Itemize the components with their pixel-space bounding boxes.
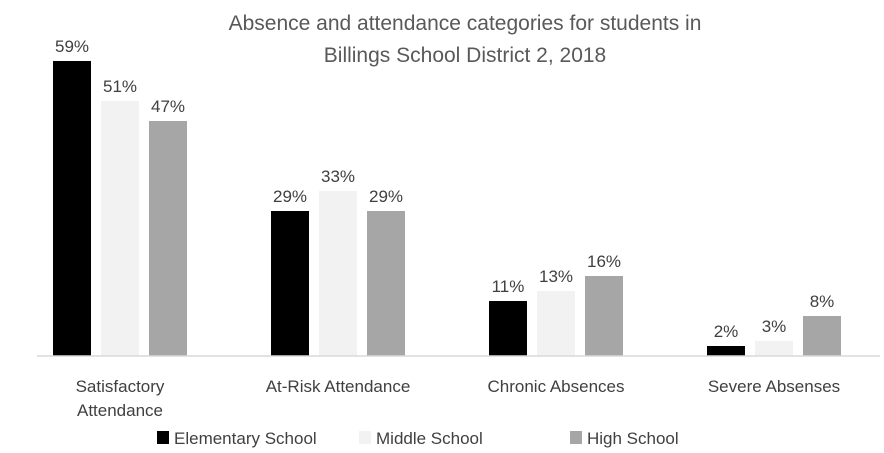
category-label-0-0: Satisfactory	[76, 377, 165, 396]
data-label-1-3: 3%	[762, 317, 787, 336]
chart-title: Absence and attendance categories for st…	[229, 12, 702, 67]
legend-label-2: High School	[587, 429, 679, 448]
bar-0-0	[53, 61, 91, 356]
bar-1-2	[537, 291, 575, 356]
data-label-2-2: 16%	[587, 252, 621, 271]
bar-2-1	[367, 211, 405, 356]
chart-title-line-1: Absence and attendance categories for st…	[229, 12, 702, 35]
bar-1-1	[319, 191, 357, 356]
legend-swatch-0	[157, 431, 169, 444]
legend-label-0: Elementary School	[174, 429, 317, 448]
bar-1-3	[755, 341, 793, 356]
category-labels-group: Satisfactory Attendance At-Risk Attendance…	[76, 377, 841, 420]
data-label-2-3: 8%	[810, 292, 835, 311]
legend-swatch-2	[570, 431, 582, 444]
data-label-2-0: 47%	[151, 97, 185, 116]
legend-label-1: Middle School	[376, 429, 483, 448]
bar-2-0	[149, 121, 187, 356]
data-label-0-3: 2%	[714, 322, 739, 341]
bar-2-2	[585, 276, 623, 356]
bar-2-3	[803, 316, 841, 356]
legend-swatch-1	[359, 431, 371, 444]
bars-group	[53, 61, 841, 356]
bar-0-1	[271, 211, 309, 356]
data-label-1-1: 33%	[321, 167, 355, 186]
data-label-0-1: 29%	[273, 187, 307, 206]
data-label-0-0: 59%	[55, 37, 89, 56]
category-label-1-0: At-Risk Attendance	[266, 377, 411, 396]
data-labels-group: 59% 51% 47% 29% 33% 29% 11% 13% 16% 2% 3% 8%	[55, 37, 834, 341]
chart-title-line-2: Billings School District 2, 2018	[324, 44, 606, 67]
category-label-3-0: Severe Absenses	[708, 377, 840, 396]
bar-0-2	[489, 301, 527, 356]
category-label-2-0: Chronic Absences	[487, 377, 624, 396]
bar-1-0	[101, 101, 139, 356]
legend: Elementary School Middle School High Schoo…	[157, 429, 679, 448]
data-label-1-2: 13%	[539, 267, 573, 286]
bar-0-3	[707, 346, 745, 356]
category-label-0-1: Attendance	[77, 401, 163, 420]
data-label-0-2: 11%	[492, 277, 525, 296]
data-label-2-1: 29%	[369, 187, 403, 206]
data-label-1-0: 51%	[103, 77, 137, 96]
